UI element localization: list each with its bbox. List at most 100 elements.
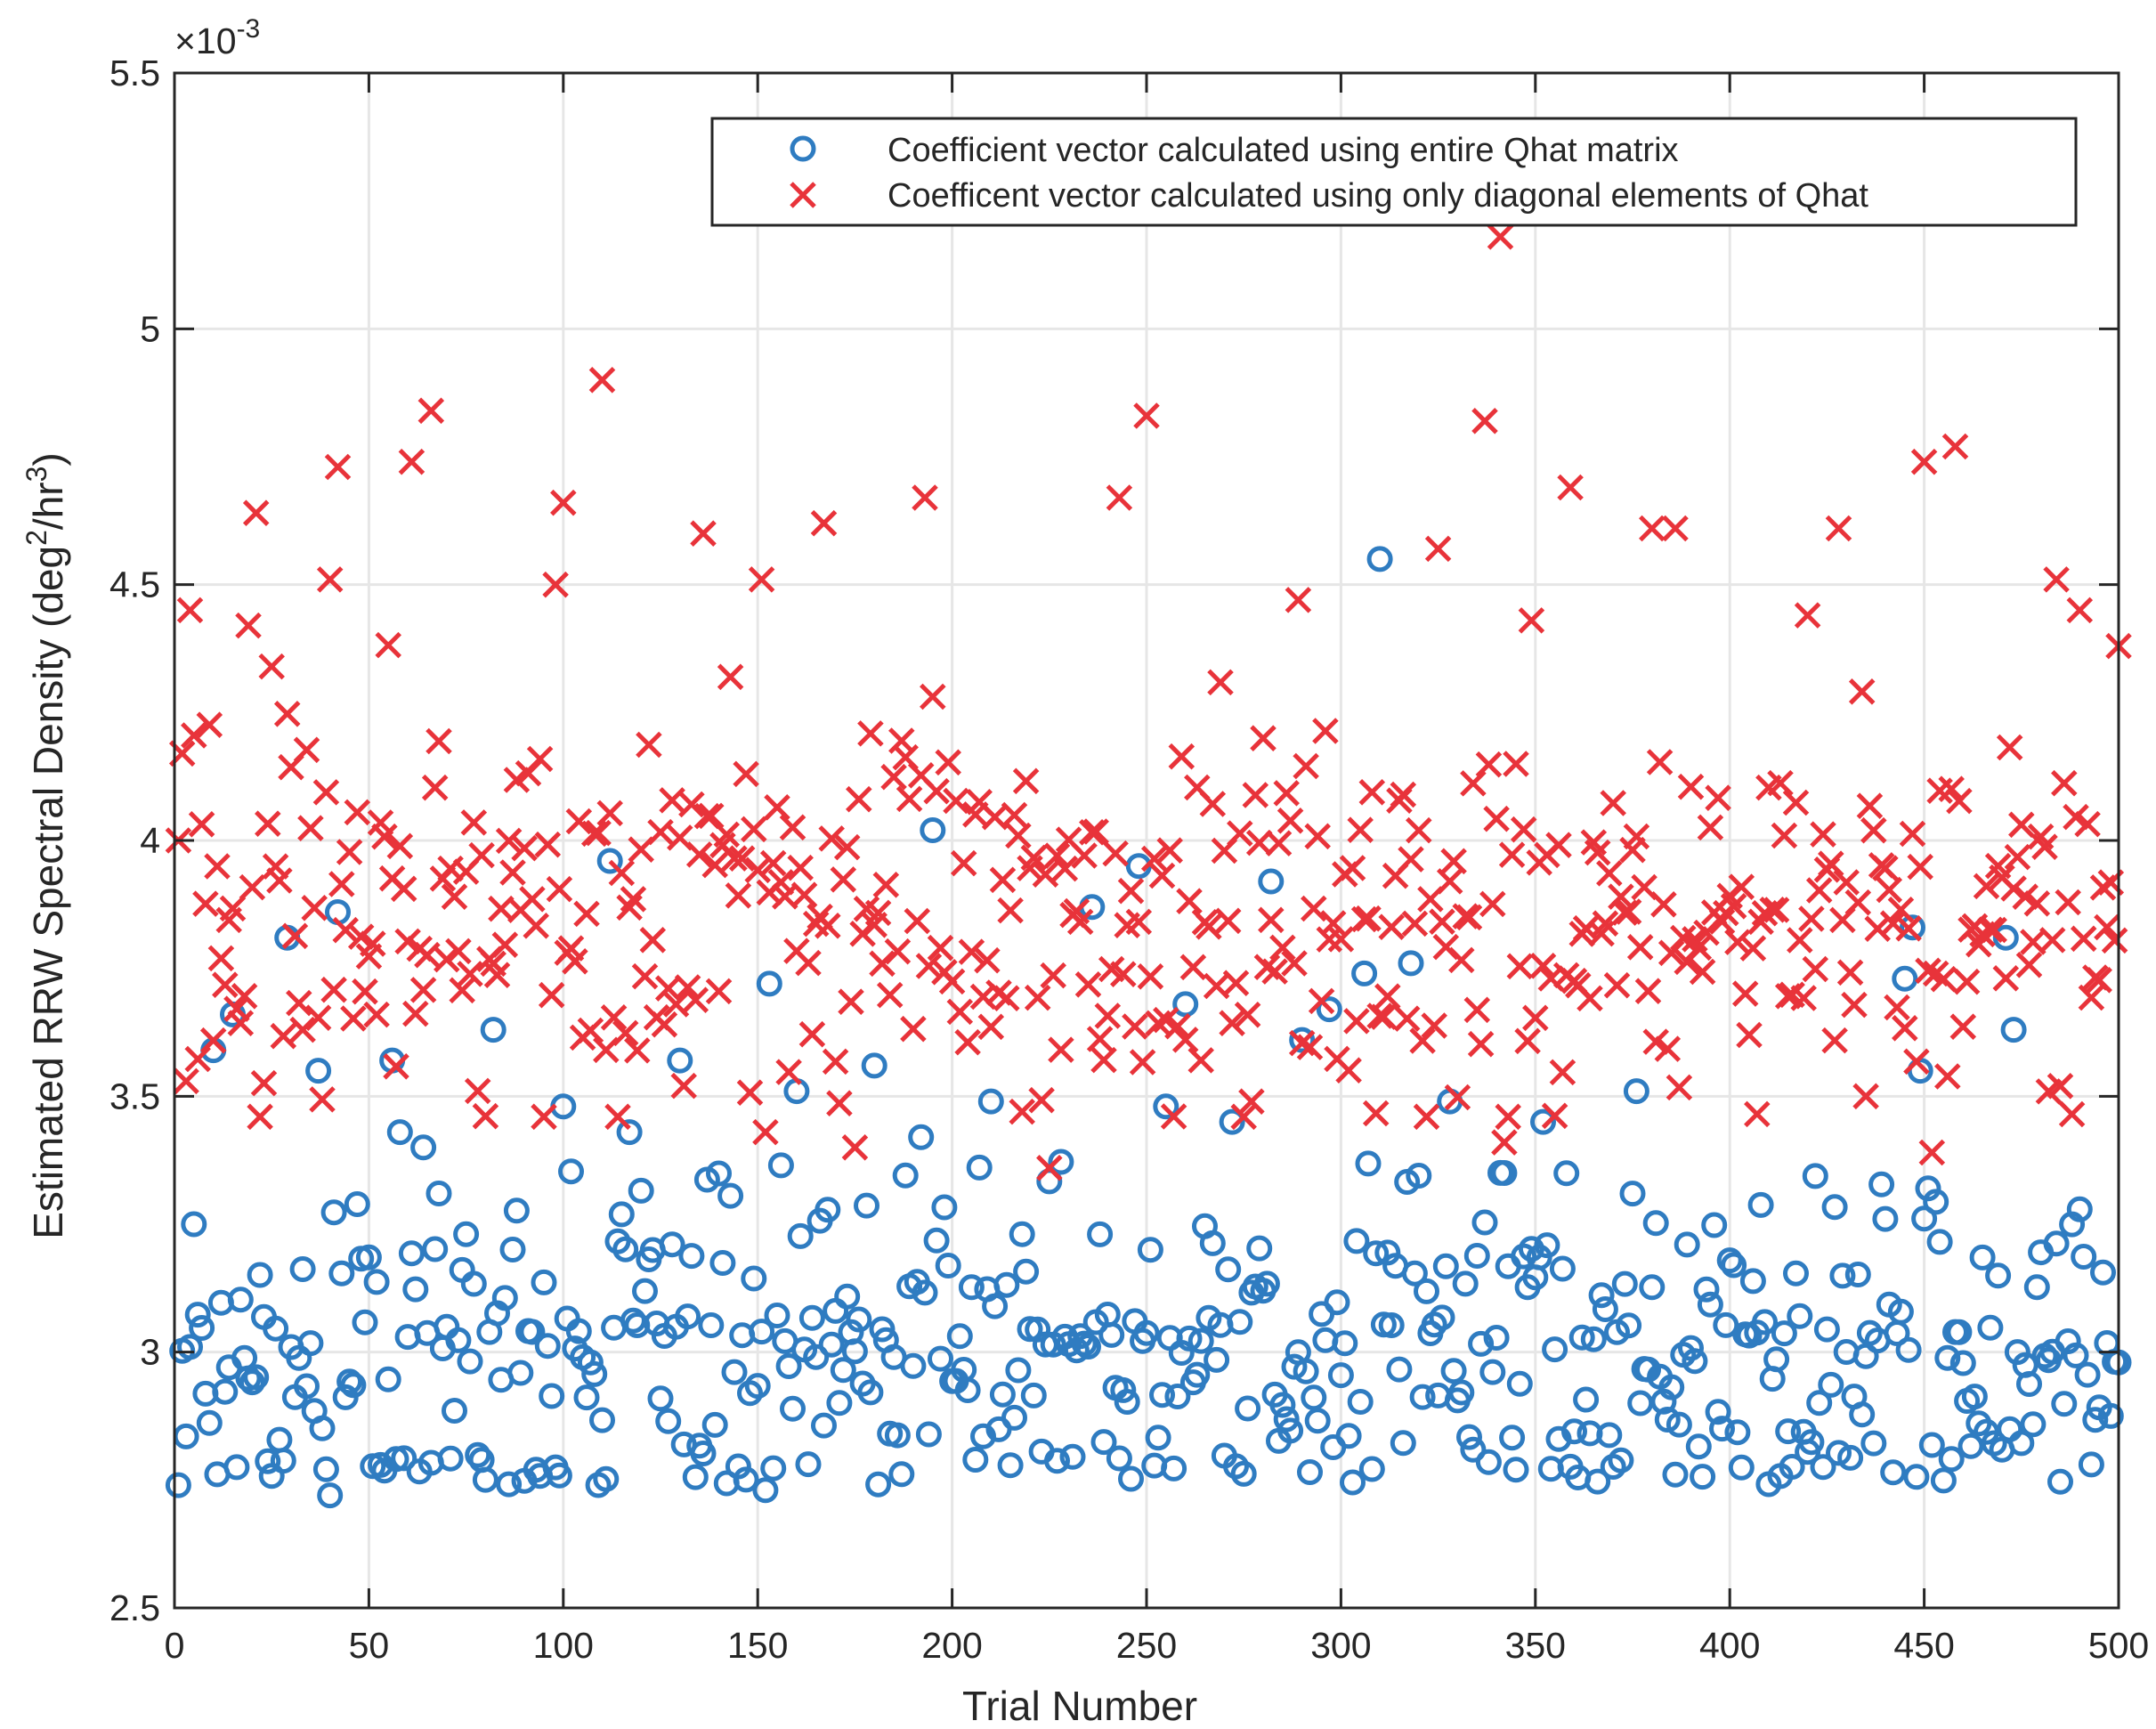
y-tick-label: 3 — [140, 1332, 160, 1373]
circle-point — [223, 1454, 250, 1481]
x-point — [1584, 839, 1611, 866]
x-point — [1125, 908, 1153, 936]
circle-point — [1044, 1448, 1070, 1474]
circle-point — [701, 1411, 728, 1438]
x-point — [546, 875, 573, 903]
x-point — [1032, 861, 1059, 888]
circle-point — [1685, 1433, 1712, 1460]
x-point — [1424, 535, 1452, 563]
circle-point — [1783, 1260, 1809, 1287]
circle-point — [391, 1445, 417, 1472]
circle-point — [2051, 1391, 2078, 1417]
circle-point — [1930, 1467, 1957, 1494]
x-point — [1836, 959, 1864, 986]
circle-point — [966, 1154, 993, 1181]
x-tick-label: 0 — [165, 1625, 185, 1666]
x-point — [562, 948, 588, 975]
x-point — [1448, 946, 1475, 974]
x-point — [375, 631, 401, 659]
circle-point — [756, 970, 782, 997]
x-point — [864, 899, 892, 927]
x-point — [421, 774, 449, 801]
x-point — [464, 1077, 491, 1105]
circle-point — [1253, 1270, 1280, 1297]
x-point — [1483, 805, 1510, 832]
circle-point — [1934, 1344, 1961, 1371]
circle-point — [655, 1408, 682, 1434]
circle-point — [928, 1345, 953, 1372]
x-point — [1066, 908, 1094, 936]
x-point — [1685, 934, 1713, 962]
x-point — [1475, 751, 1503, 778]
circle-point — [227, 1287, 254, 1313]
x-point — [935, 749, 961, 776]
x-point — [270, 1022, 297, 1050]
x-point — [647, 818, 674, 846]
circle-point — [1844, 1262, 1871, 1287]
circle-point — [539, 1383, 565, 1409]
x-point — [1833, 869, 1860, 896]
x-point — [1117, 877, 1145, 905]
x-point — [196, 711, 223, 738]
x-point — [320, 976, 347, 1003]
x-point — [1406, 816, 1432, 844]
x-point — [1258, 906, 1285, 934]
x-point — [1689, 958, 1716, 986]
circle-point — [1721, 1252, 1747, 1278]
circle-point — [632, 1278, 658, 1304]
x-point — [1798, 905, 1825, 932]
x-point — [2086, 967, 2112, 994]
x-point — [1024, 984, 1051, 1011]
circle-point — [1289, 1027, 1316, 1053]
legend-circle-marker — [790, 135, 816, 162]
x-point — [1168, 743, 1196, 770]
circle-point — [721, 1359, 748, 1385]
circle-point — [2090, 1259, 2116, 1286]
circle-point — [1849, 1401, 1876, 1428]
circle-point — [787, 1222, 814, 1249]
x-point — [1261, 958, 1288, 985]
circle-point — [1184, 1361, 1211, 1388]
x-point — [1848, 678, 1876, 705]
x-point — [1273, 780, 1300, 807]
x-point — [1281, 950, 1308, 977]
x-point — [1444, 1084, 1471, 1111]
circle-point — [1149, 1382, 1175, 1408]
x-point — [833, 833, 861, 861]
x-point — [1825, 515, 1852, 542]
x-point — [207, 945, 235, 972]
x-point — [1887, 897, 1915, 923]
circle-point — [573, 1384, 600, 1411]
x-point — [1242, 782, 1269, 808]
circle-point — [1616, 1312, 1642, 1339]
circle-point — [1273, 1406, 1300, 1433]
circle-point — [667, 1047, 693, 1074]
x-point — [1401, 910, 1429, 938]
x-point — [538, 981, 565, 1009]
circle-point — [767, 1152, 794, 1179]
circle-point — [1619, 1181, 1646, 1207]
x-point — [1129, 1049, 1156, 1076]
y-tick-label: 5.5 — [109, 53, 160, 93]
circle-point — [1153, 1093, 1179, 1120]
x-point — [1596, 860, 1623, 887]
circle-point — [1895, 1336, 1922, 1363]
x-point — [927, 934, 954, 962]
circle-point — [989, 1381, 1016, 1408]
x-point — [309, 1086, 336, 1113]
x-point — [721, 845, 748, 872]
circle-point — [1161, 1455, 1187, 1481]
x-point — [616, 894, 643, 921]
x-tick-label: 350 — [1505, 1625, 1566, 1666]
x-point — [1148, 862, 1176, 889]
x-point — [872, 872, 900, 898]
x-point — [1549, 1059, 1576, 1086]
x-point — [1094, 1002, 1122, 1029]
circle-point — [422, 1236, 449, 1262]
circle-point — [1596, 1422, 1623, 1449]
x-point — [1946, 787, 1973, 815]
circle-point — [1258, 868, 1285, 895]
x-point — [1977, 916, 2004, 944]
x-point — [1739, 935, 1767, 962]
circle-point — [328, 1260, 355, 1287]
